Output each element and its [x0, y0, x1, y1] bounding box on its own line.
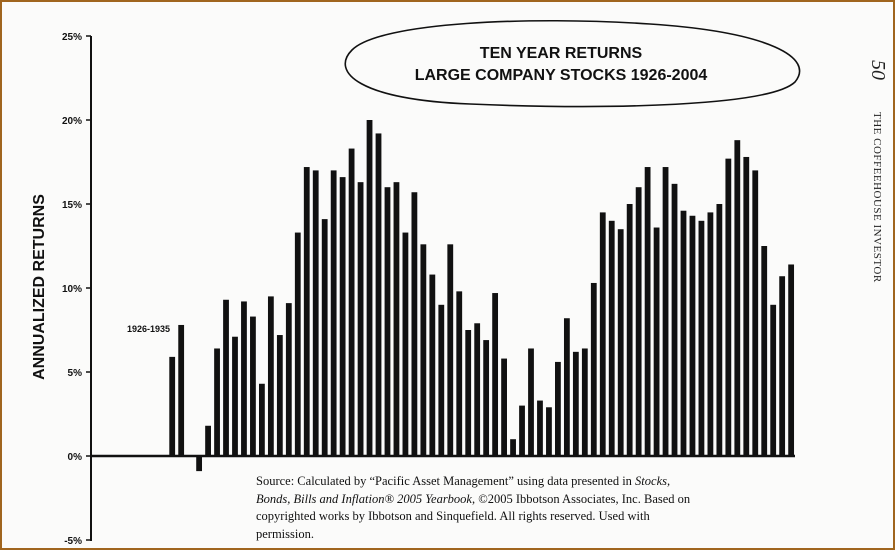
chart-title-line1: TEN YEAR RETURNS: [480, 45, 643, 62]
bar-1927-1936: [178, 324, 185, 456]
bar-1975-1984: [608, 220, 615, 456]
bar-1930-1939: [205, 425, 211, 456]
bar-1987-1996: [716, 204, 723, 456]
bar-1932-1941: [223, 299, 229, 456]
bar-1952-1961: [402, 232, 409, 456]
bar-1955-1964: [429, 274, 436, 456]
bar-1951-1960: [393, 182, 400, 456]
bar-1986-1995: [707, 212, 714, 456]
source-line1: Source: Calculated by “Pacific Asset Man…: [256, 474, 636, 488]
bar-1941-1950: [303, 167, 310, 457]
bar-1949-1958: [375, 133, 382, 456]
bar-1990-1999: [743, 156, 750, 456]
source-line2: , ©2005 Ibbotson Associates, Inc. Based …: [472, 491, 691, 506]
title-bubble: [344, 19, 801, 108]
bar-1985-1994: [698, 220, 705, 456]
bar-1939-1948: [285, 303, 292, 456]
page-number: 50: [867, 60, 889, 80]
bar-1973-1982: [590, 282, 597, 456]
bar-1965-1974: [519, 405, 525, 456]
bar-1969-1978: [555, 361, 561, 456]
bar-1940-1949: [294, 232, 301, 456]
bar-1968-1977: [546, 407, 552, 456]
bar-1934-1943: [241, 301, 247, 456]
bar-1962-1971: [492, 293, 499, 456]
y-tick-label: 25%: [62, 32, 82, 43]
bar-1943-1952: [321, 219, 328, 456]
bar-1954-1963: [420, 244, 427, 456]
bar-1950-1959: [384, 187, 391, 456]
bar-1984-1993: [689, 215, 696, 456]
running-head: THE COFFEEHOUSE INVESTOR: [871, 112, 883, 283]
bar-1946-1955: [348, 148, 355, 456]
bar-1995-2004: [788, 264, 795, 456]
bar-1944-1953: [330, 170, 337, 456]
bar-1935-1944: [250, 316, 256, 456]
source-line2-italic: Bonds, Bills and Inflation® 2005 Yearboo…: [256, 491, 472, 506]
bar-1991-2000: [752, 170, 759, 456]
bar-1981-1990: [662, 167, 669, 457]
bar-1957-1966: [447, 244, 454, 456]
source-line4: permission.: [256, 526, 314, 541]
bar-1989-1998: [734, 140, 741, 456]
bar-1945-1954: [339, 177, 346, 456]
bar-1961-1970: [483, 340, 490, 456]
bar-1979-1988: [644, 167, 651, 457]
bar-1933-1942: [232, 336, 238, 456]
bar-1958-1967: [456, 291, 463, 456]
bar-1947-1956: [357, 182, 364, 456]
y-tick-label: 15%: [62, 200, 82, 211]
bar-1938-1947: [276, 335, 283, 456]
bar-1977-1986: [626, 204, 633, 456]
bar-1929-1938: [196, 456, 203, 472]
source-line3: copyrighted works by Ibbotson and Sinque…: [256, 509, 650, 523]
bar-1993-2002: [770, 304, 777, 456]
bar-1926-1935: [169, 356, 176, 456]
bar-1956-1965: [438, 304, 445, 456]
y-axis-label: ANNUALIZED RETURNS: [31, 194, 48, 380]
bar-1953-1962: [411, 192, 418, 457]
bar-1994-2003: [779, 276, 786, 456]
y-tick-label: 5%: [68, 368, 83, 379]
bar-1948-1957: [366, 120, 373, 456]
y-tick-label: 10%: [62, 284, 82, 295]
bar-1978-1987: [635, 187, 642, 456]
bar-1988-1997: [725, 158, 732, 456]
bar-1980-1989: [653, 227, 660, 456]
chart-title-line2: LARGE COMPANY STOCKS 1926-2004: [415, 67, 708, 84]
y-tick-label: -5%: [64, 536, 82, 547]
bar-1970-1979: [563, 318, 570, 456]
bar-1936-1945: [259, 383, 265, 456]
y-tick-label: 20%: [62, 116, 82, 127]
bar-1982-1991: [671, 183, 678, 456]
bar-1966-1975: [528, 348, 534, 456]
annotation-first-period: 1926-1935: [127, 324, 170, 334]
bar-1959-1968: [465, 330, 472, 456]
bar-1963-1972: [501, 358, 507, 456]
bar-1976-1985: [617, 229, 624, 456]
bar-1971-1980: [572, 351, 579, 456]
bar-1931-1940: [214, 348, 220, 456]
source-line1-italic: Stocks,: [635, 474, 671, 488]
bar-1964-1973: [510, 439, 516, 456]
source-note: Source: Calculated by “Pacific Asset Man…: [256, 473, 726, 543]
bar-1937-1946: [267, 296, 274, 456]
bar-1974-1983: [599, 212, 606, 456]
bar-1967-1976: [537, 400, 543, 456]
bar-1972-1981: [581, 348, 588, 456]
y-tick-label: 0%: [68, 452, 83, 463]
bar-1992-2001: [761, 246, 768, 456]
bar-1960-1969: [474, 323, 481, 456]
bar-1983-1992: [680, 210, 687, 456]
bar-1942-1951: [312, 170, 319, 456]
